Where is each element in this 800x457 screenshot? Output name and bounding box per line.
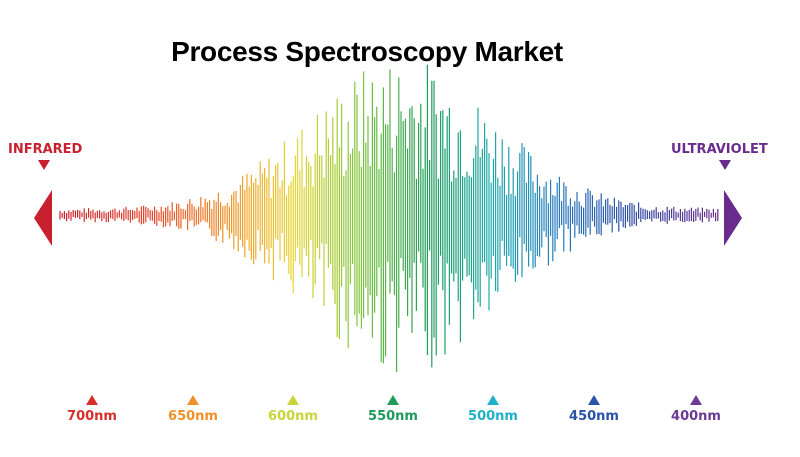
wavelength-label: 500nm xyxy=(468,409,518,424)
infrared-label: INFRARED xyxy=(8,142,83,157)
page-title: Process Spectroscopy Market xyxy=(171,36,563,67)
marker-triangle-icon xyxy=(287,395,299,405)
wavelength-marker: 700nm xyxy=(52,395,132,424)
wavelength-marker: 550nm xyxy=(353,395,433,424)
wavelength-marker: 650nm xyxy=(153,395,233,424)
wavelength-label: 450nm xyxy=(569,409,619,424)
marker-triangle-icon xyxy=(690,395,702,405)
wavelength-marker: 400nm xyxy=(656,395,736,424)
ultraviolet-label: ULTRAVIOLET xyxy=(671,142,768,157)
marker-triangle-icon xyxy=(387,395,399,405)
marker-triangle-icon xyxy=(86,395,98,405)
wavelength-marker: 600nm xyxy=(253,395,333,424)
wavelength-label: 650nm xyxy=(168,409,218,424)
infrared-pointer-icon xyxy=(38,160,50,170)
wavelength-marker: 450nm xyxy=(554,395,634,424)
marker-triangle-icon xyxy=(187,395,199,405)
ultraviolet-pointer-icon xyxy=(719,160,731,170)
wavelength-label: 700nm xyxy=(67,409,117,424)
wavelength-label: 400nm xyxy=(671,409,721,424)
ultraviolet-arrow-icon xyxy=(724,190,742,246)
wavelength-marker: 500nm xyxy=(453,395,533,424)
infrared-arrow-icon xyxy=(34,190,52,246)
marker-triangle-icon xyxy=(487,395,499,405)
marker-triangle-icon xyxy=(588,395,600,405)
wavelength-label: 550nm xyxy=(368,409,418,424)
wavelength-label: 600nm xyxy=(268,409,318,424)
